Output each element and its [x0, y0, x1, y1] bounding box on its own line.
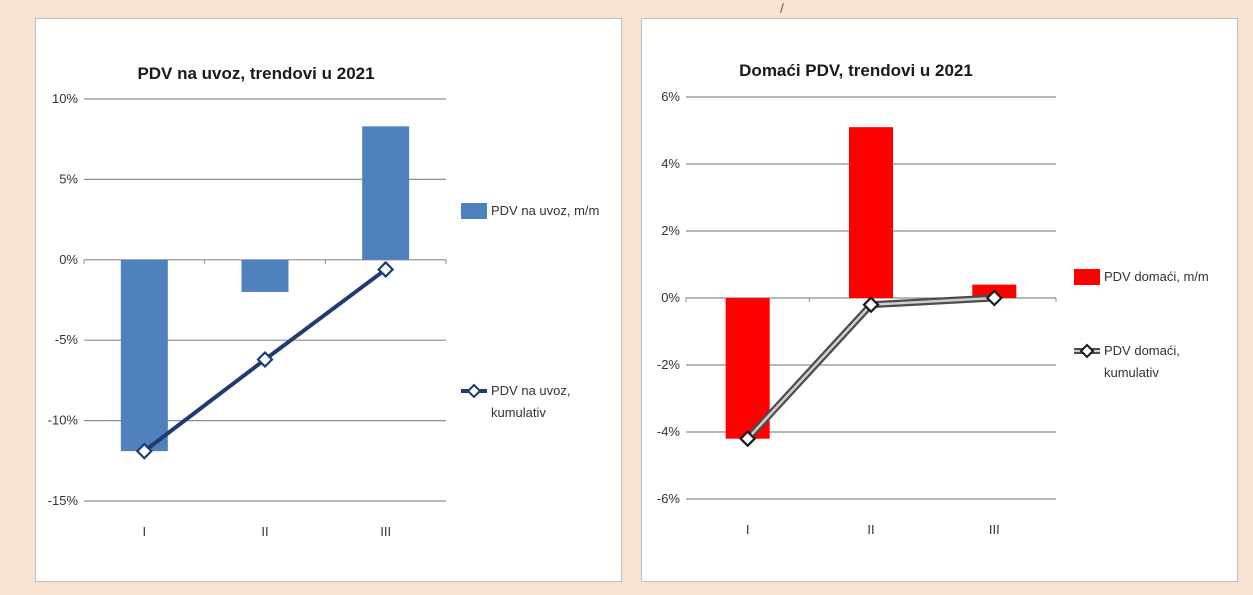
legend-label-line: kumulativ: [491, 405, 546, 420]
y-tick-label: -5%: [55, 332, 79, 347]
legend-label-line: PDV na uvoz,: [491, 383, 571, 398]
legend-marker: [1079, 343, 1095, 359]
y-tick-label: -4%: [657, 424, 681, 439]
line-marker-III: [985, 289, 1003, 307]
line-marker-II: [256, 350, 274, 369]
x-category-label: I: [143, 524, 147, 539]
y-tick-label: 10%: [52, 91, 78, 106]
chart-domestic-vat: Domaći PDV, trendovi u 2021 6% 4% 2% 0% -2% -4…: [657, 61, 1209, 537]
y-tick-label: -6%: [657, 491, 681, 506]
y-tick-label: -10%: [48, 413, 79, 428]
legend-label-line: PDV domaći,: [1104, 343, 1180, 358]
y-tick-label: 0%: [661, 290, 680, 305]
x-category-label: II: [867, 522, 874, 537]
bar-II: [241, 259, 289, 292]
cumulative-line-inner: [746, 296, 995, 440]
line-marker-I: [135, 442, 153, 460]
top-edge-mark: /: [780, 0, 784, 16]
x-category-label: I: [746, 522, 750, 537]
legend-swatch-bar: [1074, 269, 1100, 285]
x-category-label: III: [989, 522, 1000, 537]
legend-marker: [466, 383, 482, 399]
y-tick-label: 2%: [661, 223, 680, 238]
legend-label-bar: PDV domaći, m/m: [1104, 269, 1209, 284]
legend-label-line: kumulativ: [1104, 365, 1159, 380]
y-tick-label: 4%: [661, 156, 680, 171]
chart-title: PDV na uvoz, trendovi u 2021: [137, 64, 374, 83]
y-tick-label: 0%: [59, 252, 78, 267]
bar-I: [725, 298, 770, 439]
x-category-label: III: [380, 524, 391, 539]
line-marker-III: [377, 260, 395, 279]
chart-panel-import-vat: PDV na uvoz, trendovi u 2021 10% 5% 0% -5% -1…: [35, 18, 622, 582]
x-category-label: II: [261, 524, 268, 539]
cumulative-line-outer: [745, 294, 995, 442]
y-tick-label: -15%: [48, 493, 79, 508]
chart-panel-domestic-vat: Domaći PDV, trendovi u 2021 6% 4% 2% 0% -2% -4…: [641, 18, 1238, 582]
bar-I: [120, 259, 168, 452]
line-marker-II: [862, 296, 880, 314]
y-tick-label: 5%: [59, 171, 78, 186]
y-tick-label: 6%: [661, 89, 680, 104]
chart-title: Domaći PDV, trendovi u 2021: [739, 61, 973, 80]
line-marker-I: [739, 430, 757, 448]
bar-III: [362, 126, 410, 260]
y-tick-label: -2%: [657, 357, 681, 372]
chart-import-vat: PDV na uvoz, trendovi u 2021 10% 5% 0% -5% -1…: [48, 64, 600, 539]
legend-swatch-bar: [461, 203, 487, 219]
bar-II: [849, 127, 893, 299]
legend-label-bar: PDV na uvoz, m/m: [491, 203, 599, 218]
